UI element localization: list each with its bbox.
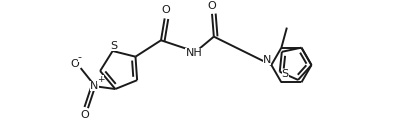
Text: +: + (97, 75, 105, 84)
Text: N: N (90, 81, 98, 91)
Text: O: O (161, 5, 170, 15)
Text: O: O (70, 58, 79, 69)
Text: NH: NH (186, 48, 202, 58)
Text: N: N (263, 55, 271, 65)
Text: O: O (80, 110, 89, 120)
Text: S: S (110, 41, 117, 51)
Text: -: - (78, 52, 82, 62)
Text: S: S (282, 69, 289, 79)
Text: O: O (208, 1, 217, 11)
